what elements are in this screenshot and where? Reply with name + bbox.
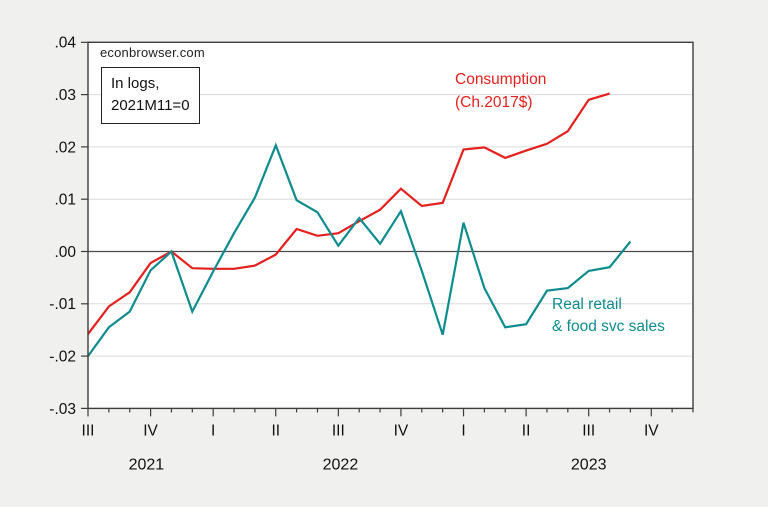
y-tick-label: .03: [54, 87, 76, 104]
y-tick-label: -.03: [49, 401, 76, 418]
consumption-label-line-2: (Ch.2017$): [455, 94, 533, 112]
retail-sales-line: [87, 142, 632, 357]
x-quarter-label: I: [461, 422, 465, 439]
x-quarter-label: IV: [644, 422, 659, 439]
year-label: 2022: [323, 456, 359, 473]
note-line-1: In logs,: [111, 75, 160, 92]
y-tick-label: -.02: [49, 349, 76, 366]
note-box: In logs, 2021M11=0: [101, 67, 200, 124]
y-tick-label: .01: [54, 192, 76, 209]
x-quarter-label: IV: [394, 422, 409, 439]
x-quarter-label: III: [82, 422, 95, 439]
x-quarter-label: I: [211, 422, 215, 439]
retail-label-line-2: & food svc sales: [552, 318, 665, 336]
x-quarter-label: II: [271, 422, 280, 439]
consumption-line: [87, 92, 610, 335]
x-quarter-label: III: [582, 422, 595, 439]
year-label: 2023: [571, 456, 607, 473]
watermark-text: econbrowser.com: [100, 45, 205, 60]
plot-frame: [87, 41, 694, 410]
year-label: 2021: [129, 456, 165, 473]
consumption-label-line-1: Consumption: [455, 71, 547, 88]
note-line-2: 2021M11=0: [111, 96, 190, 114]
y-tick-label: .02: [54, 139, 76, 156]
retail-series-label: Real retail & food svc sales: [552, 294, 665, 339]
x-quarter-label: III: [332, 422, 345, 439]
retail-label-line-1: Real retail: [552, 296, 622, 313]
x-quarter-label: II: [522, 422, 531, 439]
y-tick-label: -.01: [49, 296, 76, 313]
x-quarter-label: IV: [143, 422, 158, 439]
y-tick-label: .04: [54, 35, 76, 52]
consumption-series-label: Consumption (Ch.2017$): [455, 68, 546, 115]
y-tick-label: .00: [54, 244, 76, 261]
